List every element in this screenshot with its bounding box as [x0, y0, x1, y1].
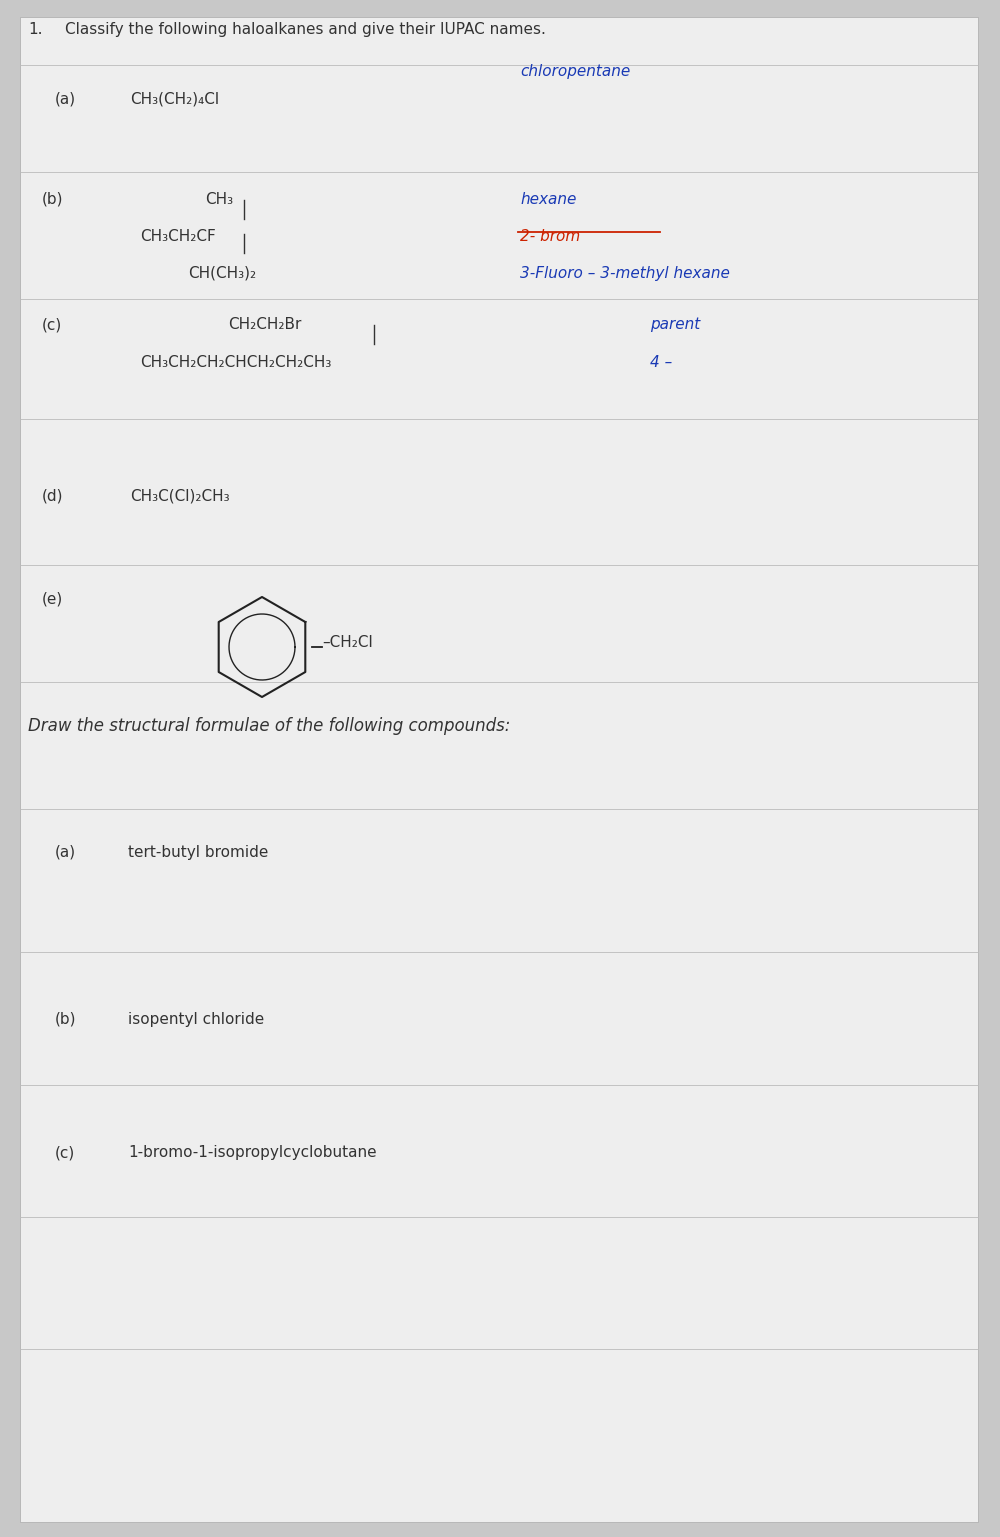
Text: 2- brom: 2- brom [520, 229, 580, 244]
Text: (a): (a) [55, 845, 76, 861]
Text: –CH₂Cl: –CH₂Cl [322, 635, 373, 650]
Text: chloropentane: chloropentane [520, 65, 630, 78]
Text: 1.: 1. [28, 22, 42, 37]
Text: isopentyl chloride: isopentyl chloride [128, 1011, 264, 1027]
Text: parent: parent [650, 317, 700, 332]
Text: CH₃CH₂CF: CH₃CH₂CF [140, 229, 216, 244]
Text: (c): (c) [55, 1145, 75, 1160]
Text: (b): (b) [42, 192, 64, 207]
Text: CH₃C(Cl)₂CH₃: CH₃C(Cl)₂CH₃ [130, 489, 230, 504]
Text: (d): (d) [42, 489, 64, 504]
FancyBboxPatch shape [20, 17, 978, 1522]
Text: tert-butyl bromide: tert-butyl bromide [128, 845, 268, 861]
Text: 1-bromo-1-isopropylcyclobutane: 1-bromo-1-isopropylcyclobutane [128, 1145, 377, 1160]
Text: (b): (b) [55, 1011, 76, 1027]
Text: 4 –: 4 – [650, 355, 672, 370]
Text: (e): (e) [42, 592, 63, 607]
Text: (a): (a) [55, 92, 76, 108]
Text: CH(CH₃)₂: CH(CH₃)₂ [188, 266, 256, 281]
Text: CH₃(CH₂)₄Cl: CH₃(CH₂)₄Cl [130, 92, 219, 108]
Text: 3-Fluoro – 3-methyl hexane: 3-Fluoro – 3-methyl hexane [520, 266, 730, 281]
Text: CH₃CH₂CH₂CHCH₂CH₂CH₃: CH₃CH₂CH₂CHCH₂CH₂CH₃ [140, 355, 331, 370]
Text: (c): (c) [42, 317, 62, 332]
Text: CH₃: CH₃ [205, 192, 233, 207]
Text: CH₂CH₂Br: CH₂CH₂Br [228, 317, 301, 332]
Text: Draw the structural formulae of the following compounds:: Draw the structural formulae of the foll… [28, 716, 510, 735]
Text: Classify the following haloalkanes and give their IUPAC names.: Classify the following haloalkanes and g… [65, 22, 546, 37]
Text: hexane: hexane [520, 192, 576, 207]
